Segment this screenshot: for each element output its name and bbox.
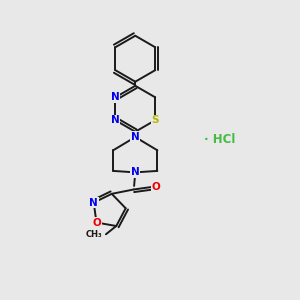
Text: N: N: [111, 92, 120, 102]
Text: N: N: [131, 132, 140, 142]
Text: N: N: [131, 167, 140, 177]
Text: N: N: [89, 198, 98, 208]
Text: S: S: [152, 115, 159, 125]
Text: O: O: [152, 182, 161, 192]
Text: N: N: [111, 115, 120, 125]
Text: CH₃: CH₃: [86, 230, 102, 239]
Text: · HCl: · HCl: [203, 133, 235, 146]
Text: O: O: [92, 218, 101, 227]
